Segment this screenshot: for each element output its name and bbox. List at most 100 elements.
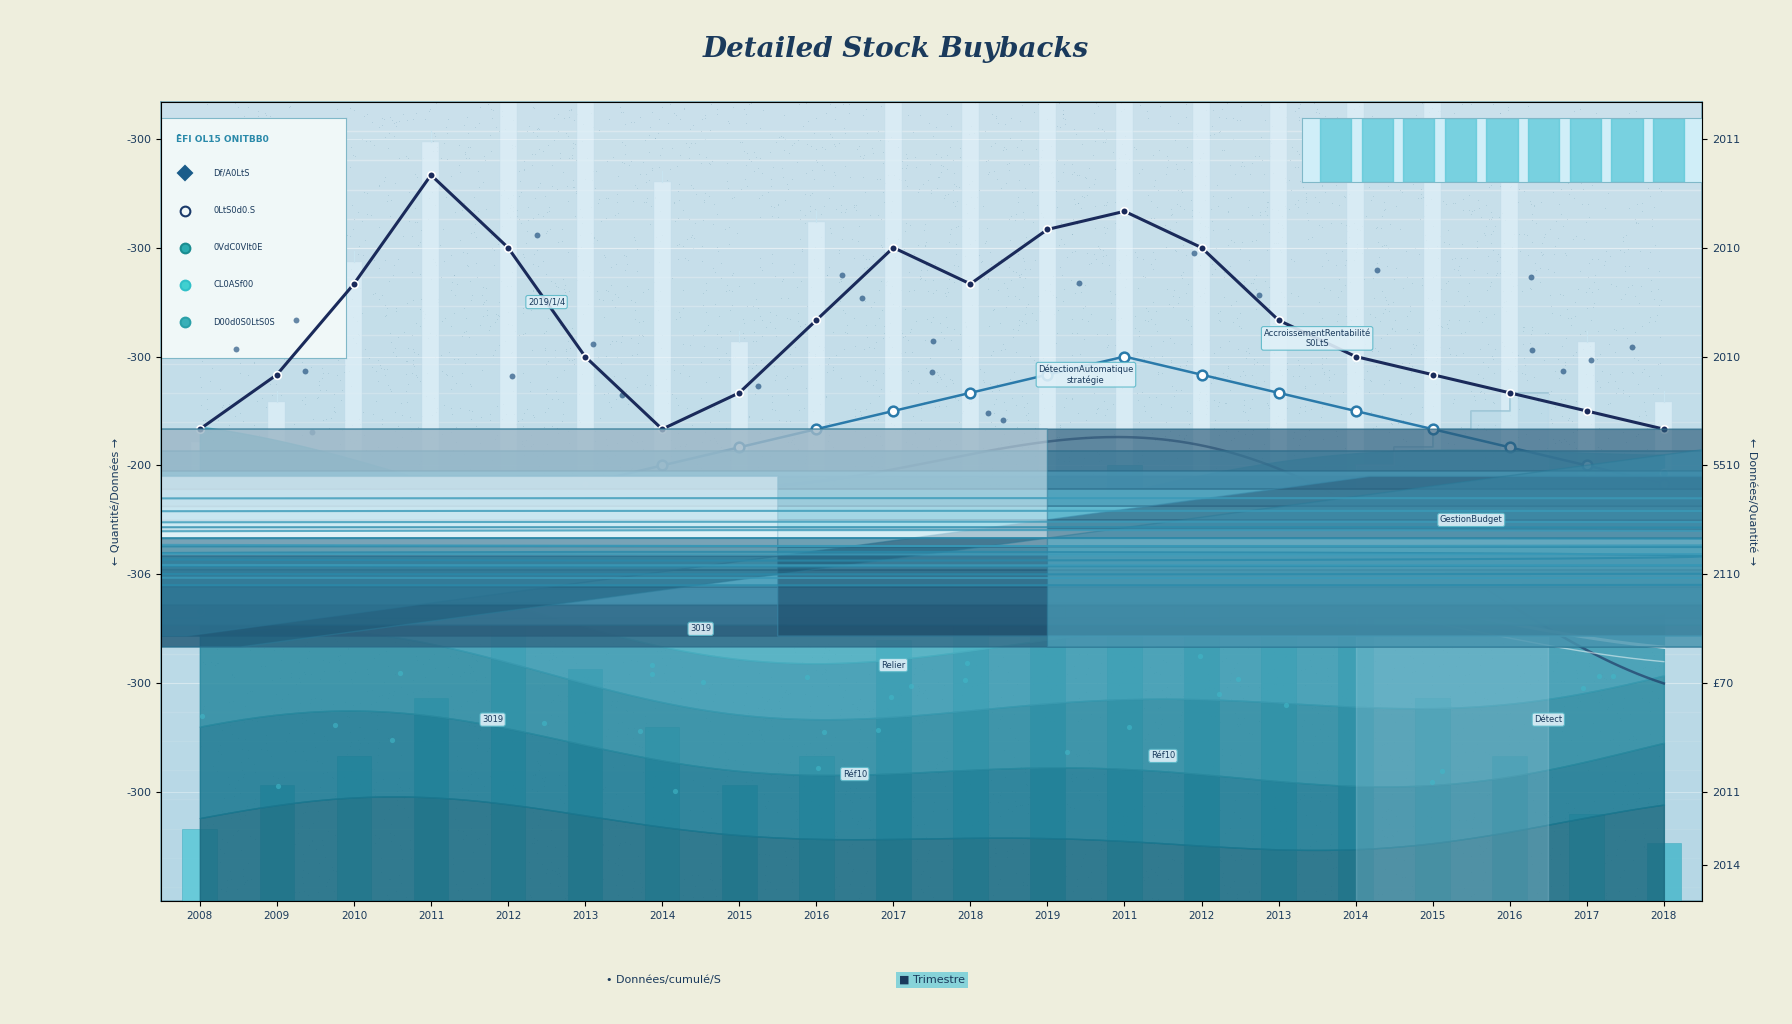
Point (1055, 481, 1084, 498)
Point (1195, 679, 1224, 695)
Point (695, 122, 724, 138)
Point (550, 714, 579, 730)
Point (1079, 176, 1107, 193)
Point (482, 698, 511, 715)
Point (1410, 708, 1439, 724)
Point (1627, 765, 1656, 781)
Point (690, 337, 719, 353)
Point (489, 686, 518, 702)
Point (430, 728, 459, 744)
Point (1113, 499, 1142, 515)
Point (778, 871, 806, 888)
Point (1285, 112, 1314, 128)
Point (314, 504, 342, 520)
Point (547, 791, 575, 807)
Text: • Données/cumulé/S: • Données/cumulé/S (606, 975, 720, 985)
Point (1496, 622, 1525, 638)
Point (1353, 240, 1382, 256)
Point (312, 381, 340, 397)
Point (776, 310, 805, 327)
Point (1281, 658, 1310, 675)
Point (335, 630, 364, 646)
Point (1201, 603, 1229, 620)
Point (197, 607, 226, 624)
Point (1190, 469, 1219, 485)
Point (527, 628, 556, 644)
Point (262, 891, 290, 907)
Point (1622, 428, 1650, 444)
Point (1285, 145, 1314, 162)
Point (1511, 357, 1539, 374)
Point (708, 468, 737, 484)
Point (941, 178, 969, 195)
Point (190, 655, 219, 672)
Point (1032, 668, 1061, 684)
Point (577, 224, 606, 241)
Point (821, 613, 849, 630)
Point (278, 611, 306, 628)
Point (812, 660, 840, 677)
Point (874, 487, 903, 504)
Point (1104, 312, 1133, 329)
Point (797, 604, 826, 621)
Point (867, 273, 896, 290)
Point (292, 142, 321, 159)
Point (457, 378, 486, 394)
Point (466, 317, 495, 334)
Point (1453, 584, 1482, 600)
Point (663, 754, 692, 770)
Point (509, 829, 538, 846)
Point (554, 423, 582, 439)
Point (1185, 478, 1213, 495)
Point (238, 892, 267, 908)
Point (1573, 268, 1602, 285)
Point (1185, 155, 1213, 171)
Point (380, 340, 409, 356)
Point (1129, 798, 1158, 814)
Point (1312, 787, 1340, 804)
Point (717, 562, 745, 579)
Point (930, 366, 959, 382)
Point (683, 580, 711, 596)
Point (315, 653, 344, 670)
Point (878, 278, 907, 294)
Point (923, 498, 952, 514)
Point (1419, 646, 1448, 663)
Point (934, 270, 962, 287)
Point (1063, 326, 1091, 342)
Point (414, 602, 443, 618)
Point (1409, 478, 1437, 495)
Point (1477, 177, 1505, 194)
Point (1188, 847, 1217, 863)
Point (505, 628, 534, 644)
Point (477, 769, 505, 785)
Point (375, 125, 403, 141)
Point (450, 324, 478, 340)
Point (1086, 683, 1115, 699)
Point (1428, 193, 1457, 209)
Bar (731, 342, 747, 502)
Point (206, 162, 235, 178)
Y-axis label: ← Données/Quantité →: ← Données/Quantité → (1747, 438, 1756, 565)
Point (500, 323, 529, 339)
Point (1156, 398, 1185, 415)
Point (1193, 399, 1222, 416)
Point (1367, 463, 1396, 479)
Point (1186, 453, 1215, 469)
Point (278, 827, 306, 844)
Point (867, 474, 896, 490)
Point (525, 808, 554, 824)
Point (552, 613, 581, 630)
Point (955, 236, 984, 252)
Point (996, 110, 1025, 126)
Point (1240, 271, 1269, 288)
Point (1004, 566, 1032, 583)
Point (518, 124, 547, 140)
Point (699, 216, 728, 232)
Point (1624, 485, 1652, 502)
Point (256, 749, 285, 765)
Point (581, 423, 609, 439)
Point (753, 892, 781, 908)
Point (538, 157, 566, 173)
Point (418, 429, 446, 445)
